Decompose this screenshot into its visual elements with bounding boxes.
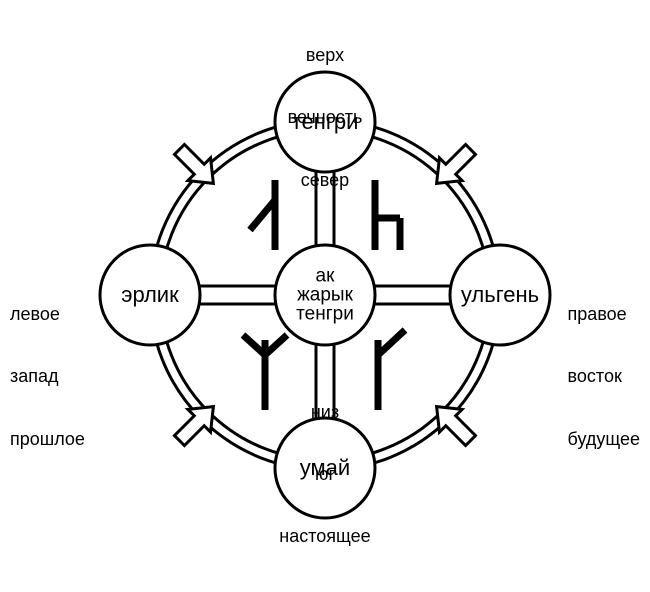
outer-label-line: север xyxy=(288,170,363,191)
arrow-icon xyxy=(425,395,482,452)
arrow-icon xyxy=(168,395,225,452)
outer-label-line: будущее xyxy=(568,429,640,450)
outer-label-line: запад xyxy=(10,366,85,387)
outer-label-line: левое xyxy=(10,304,85,325)
arrow-icon xyxy=(425,138,482,195)
outer-label-right: правое восток будущее xyxy=(568,263,640,491)
node-right-label: ульгень xyxy=(461,284,539,306)
outer-label-bottom: низ юг настоящее xyxy=(279,360,370,588)
rune-bottom-right xyxy=(378,330,405,410)
outer-label-top: верх вечность север xyxy=(288,4,363,232)
rune-top-left xyxy=(250,180,275,250)
outer-label-line: вечность xyxy=(288,107,363,128)
outer-label-line: восток xyxy=(568,366,640,387)
outer-label-line: прошлое xyxy=(10,429,85,450)
node-center-label: ак жарык тенгри xyxy=(296,267,354,324)
rune-top-right xyxy=(375,180,400,250)
outer-label-left: левое запад прошлое xyxy=(10,263,85,491)
arrow-icon xyxy=(168,138,225,195)
outer-label-line: настоящее xyxy=(279,526,370,547)
node-left-label: эрлик xyxy=(121,284,178,306)
outer-label-line: правое xyxy=(568,304,640,325)
diagram-stage: тенгри умай эрлик ульгень ак жарык тенгр… xyxy=(0,0,650,592)
outer-label-line: низ xyxy=(279,402,370,423)
outer-label-line: юг xyxy=(279,464,370,485)
outer-label-line: верх xyxy=(288,45,363,66)
